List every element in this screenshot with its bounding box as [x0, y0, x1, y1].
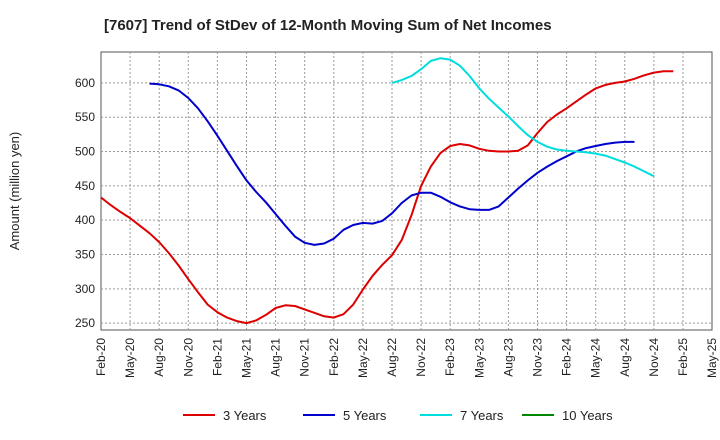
x-tick-label: Nov-24 [647, 338, 661, 377]
legend-label: 5 Years [343, 408, 387, 423]
y-tick-label: 350 [75, 247, 95, 261]
series-lines [100, 57, 674, 325]
legend-label: 3 Years [223, 408, 267, 423]
grid [101, 52, 712, 330]
x-tick-label: May-25 [705, 338, 719, 378]
x-tick-label: Nov-22 [414, 338, 428, 377]
y-axis-label: Amount (million yen) [7, 132, 22, 251]
x-tick-label: May-21 [240, 338, 254, 378]
legend-label: 10 Years [562, 408, 613, 423]
x-tick-label: Aug-20 [152, 338, 166, 377]
x-tick-label: Aug-21 [269, 338, 283, 377]
x-tick-label: May-20 [123, 338, 137, 378]
x-tick-label: Feb-23 [443, 338, 457, 376]
x-tick-label: Feb-24 [560, 338, 574, 376]
legend-label: 7 Years [460, 408, 504, 423]
series-line-3-years [100, 70, 674, 325]
y-tick-label: 400 [75, 213, 95, 227]
y-tick-label: 300 [75, 282, 95, 296]
y-tick-label: 600 [75, 76, 95, 90]
y-tick-label: 550 [75, 110, 95, 124]
x-tick-label: May-24 [589, 338, 603, 378]
x-tick-label: Feb-21 [210, 338, 224, 376]
y-tick-label: 250 [75, 316, 95, 330]
x-tick-label: Aug-23 [501, 338, 515, 377]
x-tick-label: May-22 [356, 338, 370, 378]
series-line-7-years [391, 57, 655, 178]
x-tick-label: Aug-22 [385, 338, 399, 377]
x-tick-label: Nov-21 [298, 338, 312, 377]
chart-title: [7607] Trend of StDev of 12-Month Moving… [104, 17, 552, 34]
series-line-5-years [149, 82, 635, 246]
x-tick-label: Feb-22 [327, 338, 341, 376]
x-tick-label: Feb-20 [94, 338, 108, 376]
x-tick-label: Nov-20 [181, 338, 195, 377]
y-tick-labels: 250 300 350 400 450 500 550 600 [75, 76, 95, 330]
legend: 3 Years 5 Years 7 Years 10 Years [183, 408, 613, 423]
x-tick-label: May-23 [472, 338, 486, 378]
x-tick-label: Feb-25 [676, 338, 690, 376]
plot-area [100, 51, 713, 331]
y-tick-label: 450 [75, 179, 95, 193]
x-tick-label: Aug-24 [618, 338, 632, 377]
x-tick-labels: Feb-20 May-20 Aug-20 Nov-20 Feb-21 May-21 Aug-… [94, 338, 719, 378]
x-tick-label: Nov-23 [531, 338, 545, 377]
y-tick-label: 500 [75, 145, 95, 159]
